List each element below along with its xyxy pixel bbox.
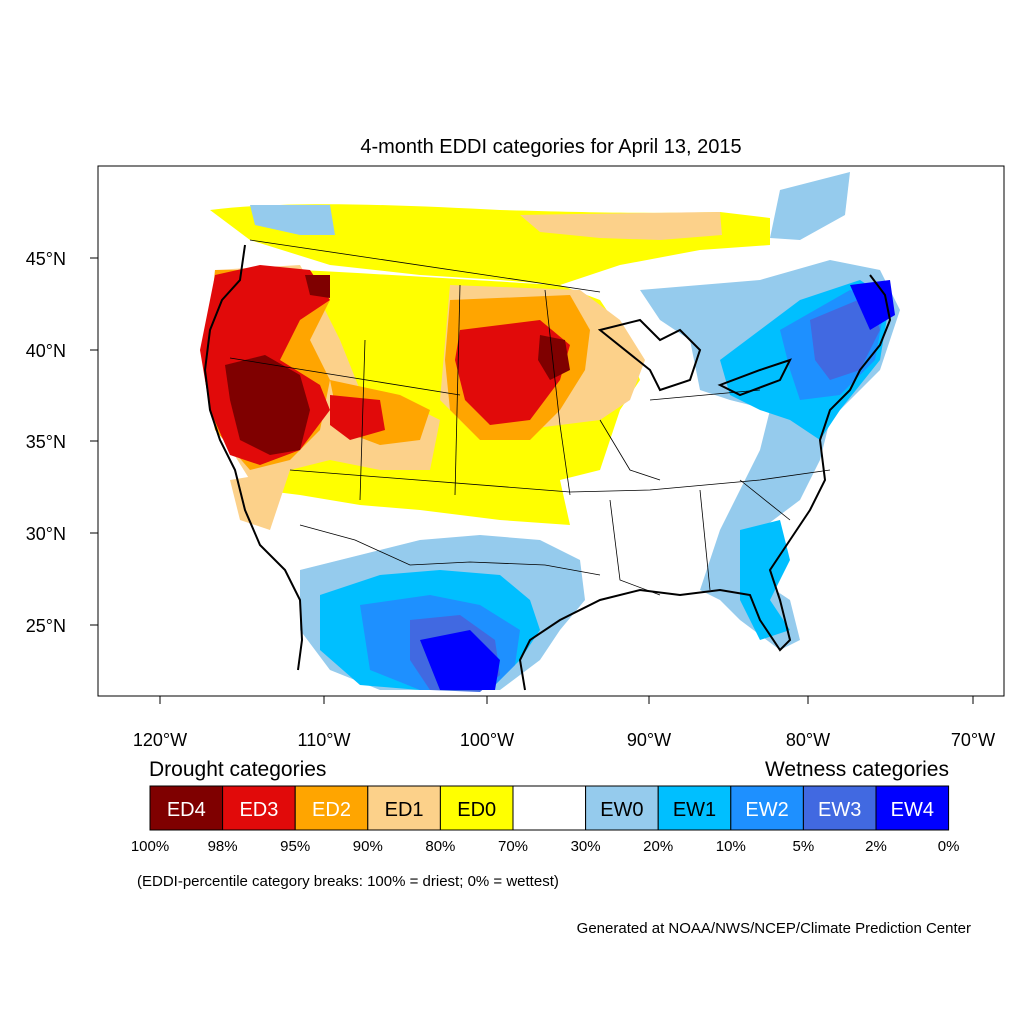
legend-label-ew4: EW4 xyxy=(891,799,934,821)
legend-break-label: 80% xyxy=(425,838,455,855)
legend-swatch-neutral xyxy=(512,785,587,831)
map-area xyxy=(98,166,1004,696)
legend-break-label: 90% xyxy=(353,838,383,855)
legend-swatch-ew1 xyxy=(657,785,732,831)
legend-break-label: 98% xyxy=(208,838,238,855)
legend-label-ed1: ED1 xyxy=(385,799,424,821)
drought-ed4 xyxy=(225,275,570,455)
lon-label-100w: 100°W xyxy=(460,730,514,750)
lat-label-40: 40°N xyxy=(26,341,66,361)
legend-label-ed2: ED2 xyxy=(312,799,351,821)
lon-label-110w: 110°W xyxy=(298,730,351,750)
lon-axis: 120°W 110°W 100°W 90°W 80°W 70°W xyxy=(133,696,995,750)
legend-swatch-ed4 xyxy=(149,785,224,831)
drought-categories-heading: Drought categories xyxy=(149,758,326,781)
legend-label-ed3: ED3 xyxy=(239,799,278,821)
wetness-categories-heading: Wetness categories xyxy=(765,758,949,781)
credit-line: Generated at NOAA/NWS/NCEP/Climate Predi… xyxy=(577,920,971,937)
canada-fringe xyxy=(210,172,850,285)
legend-label-ew0: EW0 xyxy=(600,799,643,821)
legend-break-label: 100% xyxy=(131,838,169,855)
legend-break-label: 30% xyxy=(571,838,601,855)
legend-breaks: 100% 98% 95% 90% 80% 70% 30% 20% 10% 5% 2% 0% xyxy=(131,838,960,855)
state-boundaries xyxy=(229,239,831,596)
wet-south-central xyxy=(300,535,585,692)
legend-label-ed0: ED0 xyxy=(457,799,496,821)
legend-swatch-ed3 xyxy=(222,785,296,831)
legend-break-label: 95% xyxy=(280,838,310,855)
map-frame xyxy=(97,165,1005,697)
lat-label-25: 25°N xyxy=(26,616,66,636)
lon-label-120w: 120°W xyxy=(133,730,187,750)
legend-label-ew3: EW3 xyxy=(818,799,861,821)
legend-swatch-ed0 xyxy=(439,785,514,831)
lon-label-90w: 90°W xyxy=(627,730,671,750)
wet-east xyxy=(640,260,900,650)
legend-break-label: 20% xyxy=(643,838,673,855)
legend-break-label: 5% xyxy=(793,838,815,855)
legend-label-ed4: ED4 xyxy=(167,799,206,821)
legend-color-bar: ED4 ED3 ED2 ED1 ED0 EW0 EW1 EW2 EW3 EW4 xyxy=(149,785,950,831)
legend-swatch-ew4 xyxy=(875,785,950,831)
legend-break-label: 70% xyxy=(498,838,528,855)
coastlines xyxy=(203,244,892,691)
lat-label-45: 45°N xyxy=(26,249,66,269)
legend-break-label: 10% xyxy=(716,838,746,855)
legend-swatch-ew2 xyxy=(730,785,804,831)
lat-axis: 45°N 40°N 35°N 30°N 25°N xyxy=(26,249,98,636)
lon-label-80w: 80°W xyxy=(786,730,830,750)
legend-label-ew2: EW2 xyxy=(745,799,788,821)
legend-note: (EDDI-percentile category breaks: 100% =… xyxy=(137,873,559,890)
lon-label-70w: 70°W xyxy=(951,730,995,750)
map-title: 4-month EDDI categories for April 13, 20… xyxy=(360,136,741,158)
legend-label-ew1: EW1 xyxy=(673,799,716,821)
lat-label-35: 35°N xyxy=(26,432,66,452)
legend-break-label: 0% xyxy=(938,838,960,855)
legend-break-label: 2% xyxy=(865,838,887,855)
lat-label-30: 30°N xyxy=(26,524,66,544)
